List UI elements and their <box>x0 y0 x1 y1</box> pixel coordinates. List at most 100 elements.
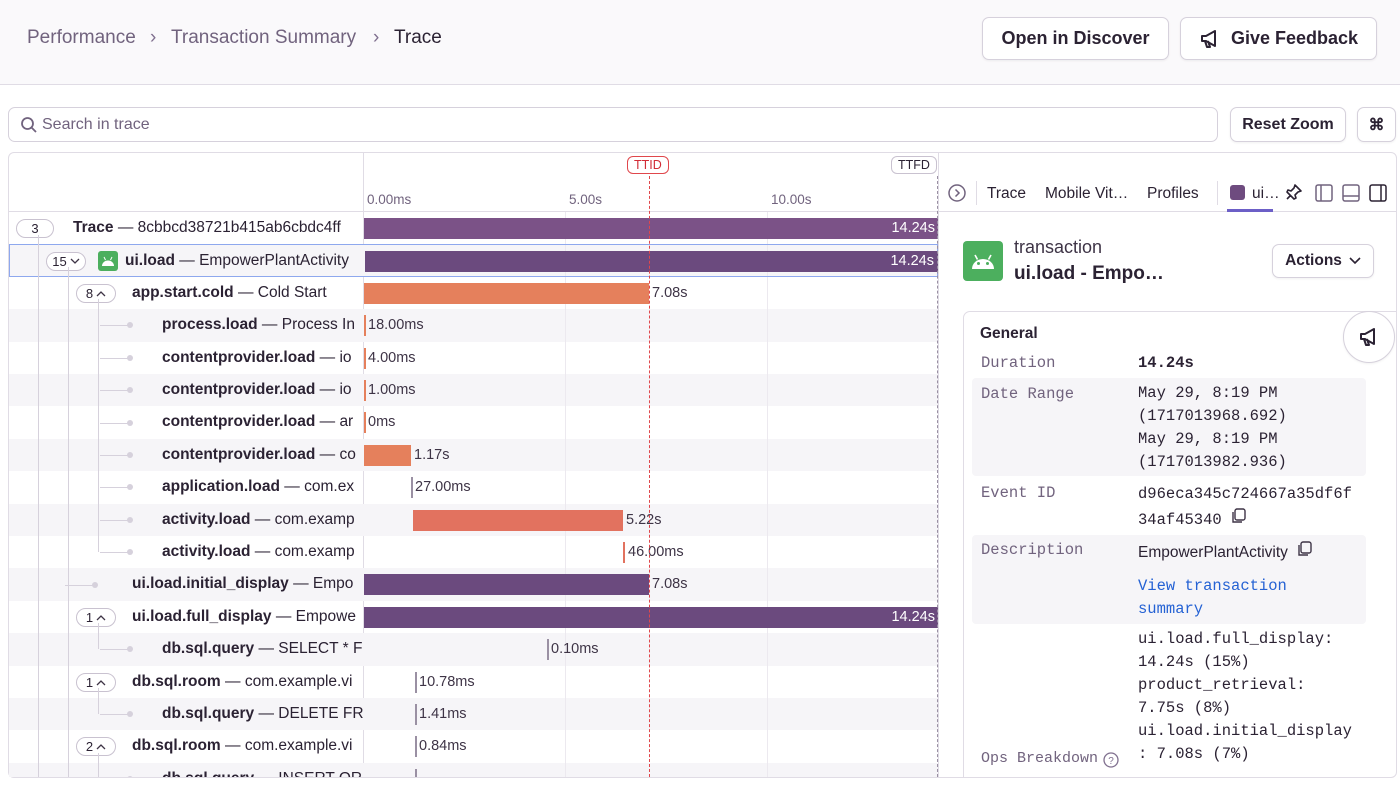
trace-row[interactable]: contentprovider.load — io 4.00ms <box>9 342 938 374</box>
separator: — <box>254 705 279 722</box>
tab[interactable]: Mobile Vit… <box>1045 185 1129 202</box>
copy-icon[interactable] <box>1297 541 1312 557</box>
trace-row[interactable]: contentprovider.load — io 1.00ms <box>9 374 938 406</box>
trace-row[interactable]: process.load — Process In 18.00ms <box>9 309 938 341</box>
breadcrumb[interactable]: Performance <box>27 27 136 48</box>
row-text: contentprovider.load — co <box>162 446 356 464</box>
trace-row[interactable]: 15 ui.load — EmpowerPlantActivity 14.24s <box>9 244 938 277</box>
span-description: 8cbbcd38721b415ab6cbdc4ff <box>137 219 341 236</box>
reset-zoom-button[interactable]: Reset Zoom <box>1230 107 1346 142</box>
breadcrumb[interactable]: Transaction Summary <box>171 27 357 48</box>
tab[interactable]: ui… <box>1252 185 1280 202</box>
trace-tree: 0.00ms 5.00s 10.00s 3 Trace — 8cbbcd38721b41… <box>9 153 938 777</box>
separator: — <box>315 413 340 431</box>
span-duration: 14.24s <box>891 608 935 625</box>
connector-dot <box>127 646 133 653</box>
span-description: co <box>339 445 356 463</box>
separator: — <box>220 672 245 690</box>
span-duration: 1.00ms <box>368 382 416 398</box>
child-count-toggle[interactable]: 2 <box>76 737 116 757</box>
tree-guide <box>68 267 69 777</box>
help-icon[interactable]: ? <box>1103 752 1119 768</box>
tab[interactable]: Trace <box>987 185 1027 202</box>
trace-row[interactable]: contentprovider.load — co 1.17s <box>9 439 938 471</box>
span-duration: 27.00ms <box>415 479 471 496</box>
pin-icon[interactable] <box>1285 183 1303 201</box>
toggle-chevron <box>96 290 106 297</box>
span-description: com.ex <box>304 478 355 496</box>
trace-row[interactable]: 1 ui.load.full_display — Empowe 14.24s <box>9 601 938 633</box>
connector-dot <box>127 354 133 361</box>
child-count-toggle[interactable]: 8 <box>76 283 116 303</box>
row-shade <box>972 378 1366 476</box>
ops-line: product_retrieval: 7.75s (8%) <box>1138 676 1306 717</box>
row-text: app.start.cold — Cold Start <box>132 284 327 302</box>
trace-row[interactable]: contentprovider.load — ar 0ms <box>9 406 938 438</box>
connector-dot <box>127 775 133 777</box>
span-description: INSERT OR <box>278 770 362 777</box>
megaphone-icon <box>1200 29 1216 48</box>
span-duration: 14.24s <box>891 220 935 236</box>
connector-dot <box>127 484 133 491</box>
connector-line <box>65 584 95 586</box>
span-op: contentprovider.load <box>162 381 316 398</box>
feedback-fab[interactable] <box>1343 311 1395 363</box>
collapse-icon[interactable] <box>948 184 966 202</box>
layout-left-icon[interactable] <box>1315 184 1333 202</box>
trace-row[interactable]: db.sql.query — INSERT OR <box>9 763 938 777</box>
span-description: com.example.vi <box>244 672 353 690</box>
toggle-chevron <box>96 614 106 621</box>
ttid-line <box>649 176 650 777</box>
trace-row[interactable]: 1 db.sql.room — com.example.vi 10.78ms <box>9 666 938 698</box>
layout-right-icon[interactable] <box>1369 184 1387 202</box>
layout-bottom-icon[interactable] <box>1342 184 1360 202</box>
open-discover-button[interactable]: Open in Discover <box>982 17 1169 60</box>
child-count-toggle[interactable]: 3 <box>16 219 54 238</box>
span-op: activity.load <box>162 510 251 528</box>
span-description: EmpowerPlantActivity <box>199 252 349 270</box>
trace-row[interactable]: db.sql.query — SELECT * F 0.10ms <box>9 633 938 665</box>
trace-row[interactable]: activity.load — com.examp 46.00ms <box>9 536 938 568</box>
row-text: Trace — 8cbbcd38721b415ab6cbdc4ff <box>73 219 341 237</box>
trace-row[interactable]: 8 app.start.cold — Cold Start 7.08s <box>9 277 938 309</box>
row-text: ui.load.full_display — Empowe <box>132 608 356 626</box>
row-text: ui.load — EmpowerPlantActivity <box>125 252 349 270</box>
child-count-toggle[interactable]: 15 <box>46 252 86 272</box>
search-input[interactable]: Search in trace <box>8 107 1218 142</box>
feedback-button[interactable]: Give Feedback <box>1180 17 1377 60</box>
trace-row[interactable]: application.load — com.ex 27.00ms <box>9 471 938 503</box>
row-label: contentprovider.load — io <box>9 342 363 374</box>
copy-icon[interactable] <box>1231 508 1246 524</box>
child-count-toggle[interactable]: 1 <box>76 672 116 692</box>
tab[interactable]: Profiles <box>1147 185 1199 202</box>
trace-row[interactable]: ui.load.initial_display — Empo 7.08s <box>9 568 938 600</box>
actions-button[interactable]: Actions <box>1272 244 1374 278</box>
event-kind: transaction <box>1014 237 1103 257</box>
child-count: 3 <box>31 221 39 236</box>
span-duration: 18.00ms <box>368 317 424 334</box>
span-description: Empo <box>312 575 354 593</box>
connector-dot <box>127 516 133 523</box>
span-bar <box>547 639 549 661</box>
date-line: (1717013968.692) <box>1138 407 1287 425</box>
span-bar <box>364 412 366 434</box>
separator: — <box>250 543 275 560</box>
shortcut-button[interactable]: ⌘ <box>1357 107 1396 142</box>
breadcrumb-separator: › <box>373 27 380 48</box>
span-op: db.sql.query <box>162 705 255 722</box>
span-duration: 7.08s <box>652 284 688 301</box>
trace-row[interactable]: 2 db.sql.room — com.example.vi 0.84ms <box>9 730 938 762</box>
summary-link[interactable]: View transaction summary <box>1138 577 1287 618</box>
android-icon <box>963 241 1003 281</box>
row-text: activity.load — com.examp <box>162 511 355 529</box>
trace-row[interactable]: db.sql.query — DELETE FR 1.41ms <box>9 698 938 730</box>
row-text: db.sql.room — com.example.vi <box>132 673 353 691</box>
trace-row[interactable]: 3 Trace — 8cbbcd38721b415ab6cbdc4ff 14.24s <box>9 212 938 244</box>
child-count-toggle[interactable]: 1 <box>76 607 116 627</box>
row-text: contentprovider.load — io <box>162 349 352 367</box>
span-bar <box>364 444 411 466</box>
span-op: db.sql.room <box>132 737 221 755</box>
span-duration: 10.78ms <box>419 673 475 690</box>
trace-row[interactable]: activity.load — com.examp 5.22s <box>9 504 938 536</box>
